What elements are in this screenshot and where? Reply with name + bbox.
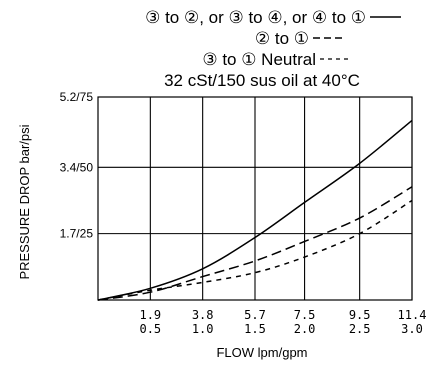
grid [98,96,413,300]
y-tick-label-2: 5.2/75 [60,90,94,104]
series-line-3 [97,199,413,301]
x-tick-lpm-2: 5.7 [244,308,266,322]
x-tick-gpm-5: 3.0 [401,322,423,336]
x-tick-gpm-4: 2.5 [349,322,371,336]
y-tick-label-1: 3.4/50 [60,160,94,174]
y-axis-label: PRESSURE DROP bar/psi [17,124,32,279]
x-ticks: 1.90.5 3.81.0 5.71.5 7.52.0 9.52.5 11.43.0 [139,308,426,336]
x-tick-lpm-3: 7.5 [294,308,316,322]
chart-subtitle: 32 cSt/150 sus oil at 40°C [164,71,360,90]
y-ticks: 1.7/25 3.4/50 5.2/75 [60,90,94,241]
legend-label-3: ③ to ① Neutral [202,50,316,69]
x-tick-gpm-3: 2.0 [294,322,316,336]
x-tick-lpm-0: 1.9 [139,308,161,322]
series-lines [97,119,413,301]
x-tick-lpm-5: 11.4 [398,308,427,322]
series-line-2 [97,186,413,301]
legend: ③ to ②, or ③ to ④, or ④ to ① ② to ① ③ to… [145,8,401,90]
legend-label-1: ③ to ②, or ③ to ④, or ④ to ① [145,8,366,27]
legend-label-2: ② to ① [255,29,309,48]
x-tick-gpm-0: 0.5 [139,322,161,336]
x-tick-gpm-1: 1.0 [192,322,214,336]
x-tick-gpm-2: 1.5 [244,322,266,336]
x-tick-lpm-1: 3.8 [192,308,214,322]
x-axis-label: FLOW lpm/gpm [216,345,307,360]
plot-frame [97,96,413,301]
series-line-1 [97,119,413,301]
y-tick-label-0: 1.7/25 [60,227,94,241]
x-tick-lpm-4: 9.5 [349,308,371,322]
